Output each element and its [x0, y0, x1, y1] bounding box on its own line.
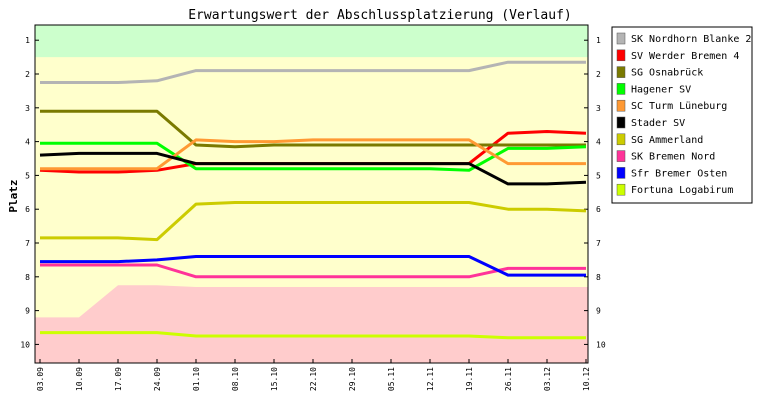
series-line-0: [40, 60, 586, 84]
chart-title: Erwartungswert der Abschlussplatzierung …: [188, 8, 572, 23]
legend-label: Hagener SV: [631, 84, 691, 95]
series-line-2: [40, 109, 586, 149]
y-tick-label-left: 1: [25, 36, 30, 45]
legend-swatch: [616, 150, 626, 162]
y-tick-label-left: 5: [25, 171, 30, 180]
legend-swatch: [616, 99, 626, 112]
x-tick-label: 19.11: [465, 367, 474, 391]
legend-swatch: [616, 83, 626, 95]
legend-swatch: [616, 32, 626, 45]
series-line-8: [40, 255, 586, 277]
y-tick-label-right: 6: [596, 205, 601, 214]
legend-label: SG Osnabrück: [631, 68, 703, 79]
legend-label: Stader SV: [631, 118, 685, 129]
y-tick-label-right: 8: [596, 273, 601, 282]
legend-box: [611, 26, 753, 204]
y-tick-label-left: 4: [25, 138, 30, 147]
y-tick-label-left: 10: [20, 340, 30, 349]
series-line-7: [40, 263, 586, 279]
y-tick-label-left: 3: [25, 104, 30, 113]
x-tick-label: 24.09: [153, 367, 162, 391]
x-tick-label: 12.11: [426, 367, 435, 391]
y-tick-label-left: 7: [25, 239, 30, 248]
legend-swatch: [616, 66, 626, 78]
y-tick-label-right: 3: [596, 104, 601, 113]
plot-frame: [34, 24, 589, 364]
x-tick-label: 08.10: [231, 367, 240, 391]
x-tick-label: 26.11: [504, 367, 513, 391]
y-tick-label-right: 1: [596, 36, 601, 45]
legend-label: SK Bremen Nord: [631, 152, 715, 163]
y-tick-label-right: 2: [596, 70, 601, 79]
legend-swatch: [616, 133, 626, 146]
y-tick-label-right: 4: [596, 138, 601, 147]
legend-label: Fortuna Logabirum: [631, 185, 733, 196]
series-line-6: [40, 201, 587, 242]
y-axis-title: Platz: [7, 179, 20, 212]
y-tick-label-left: 9: [25, 307, 30, 316]
plot-area: 1 1 2 2 3 3 4 4 5 5 6 6 7 7 8 8 9 9 10 10 03.09 10.09 17.09 24.…: [20, 24, 606, 391]
zone-relegation: [35, 285, 588, 363]
x-tick-label: 29.10: [348, 367, 357, 391]
legend-label: SG Ammerland: [631, 135, 703, 146]
legend-swatch: [616, 49, 626, 62]
y-tick-label-right: 5: [596, 171, 601, 180]
y-tick-label-right: 7: [596, 239, 601, 248]
legend-label: SC Turm Lüneburg: [631, 101, 727, 112]
x-tick-label: 17.09: [114, 367, 123, 391]
y-tick-label-left: 8: [25, 273, 30, 282]
x-tick-label: 10.09: [75, 367, 84, 391]
x-tick-label: 10.12: [582, 367, 591, 391]
series-line-4: [40, 138, 586, 171]
zone-promotion: [35, 25, 588, 58]
legend-swatch: [616, 167, 626, 179]
legend: SK Nordhorn Blanke 2 SV Werder Bremen 4 SG…: [611, 26, 753, 204]
x-tick-label: 05.11: [387, 367, 396, 391]
y-tick-label-right: 9: [596, 307, 601, 316]
legend-label: Sfr Bremer Osten: [631, 168, 727, 179]
y-tick-label-right: 10: [596, 340, 606, 349]
legend-swatch: [616, 116, 626, 129]
x-tick-label: 01.10: [192, 367, 201, 391]
y-tick-label-left: 6: [25, 205, 30, 214]
legend-label: SV Werder Bremen 4: [631, 51, 739, 62]
x-tick-label: 15.10: [270, 367, 279, 391]
series-line-5: [39, 151, 587, 186]
legend-label: SK Nordhorn Blanke 2: [631, 34, 751, 45]
x-tick-label: 03.12: [543, 367, 552, 391]
x-tick-label: 22.10: [309, 367, 318, 391]
x-tick-label: 03.09: [36, 367, 45, 391]
y-tick-label-left: 2: [25, 70, 30, 79]
series-line-9: [40, 331, 586, 340]
legend-swatch: [616, 183, 626, 196]
